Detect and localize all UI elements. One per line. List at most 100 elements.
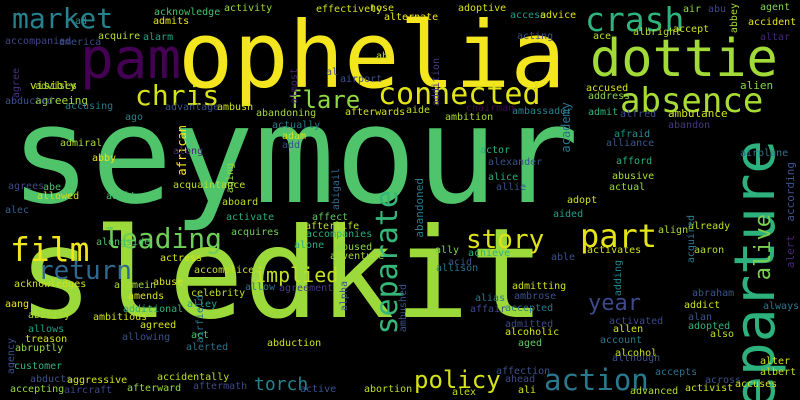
word-abandon: abandon <box>668 120 711 131</box>
word-alex: alex <box>452 387 477 398</box>
word-celebrity: celebrity <box>191 288 246 299</box>
word-abuse: abuse <box>153 277 184 288</box>
word-aaron: aaron <box>694 245 725 256</box>
word-agree: agree <box>11 68 22 99</box>
word-alan: alan <box>688 312 713 323</box>
word-chris: chris <box>135 79 220 112</box>
word-alley: alley <box>187 299 218 310</box>
word-connected: connected <box>378 77 541 112</box>
word-seymour: seymour <box>10 77 579 234</box>
word-abandoning: abandoning <box>256 108 317 119</box>
word-acquires: acquires <box>231 227 280 238</box>
word-agreement: agreement <box>279 283 334 294</box>
word-addict: addict <box>684 300 721 311</box>
word-actress: actress <box>160 253 203 264</box>
word-agrees: agrees <box>8 181 45 192</box>
word-alec: alec <box>5 205 30 216</box>
word-acknowledge: acknowledge <box>154 7 221 18</box>
word-accomplice: accomplice <box>194 265 255 276</box>
word-advises: advises <box>35 81 78 92</box>
word-alter: alter <box>760 356 791 367</box>
word-accept: accept <box>673 24 710 35</box>
word-alongside: alongside <box>96 237 151 248</box>
word-actually: actually <box>272 120 321 131</box>
word-acid: acid <box>448 257 473 268</box>
word-airport: airport <box>340 74 383 85</box>
word-ad: ad <box>75 16 88 27</box>
word-abandoned: abandoned <box>413 178 426 238</box>
word-alliance: alliance <box>606 138 655 149</box>
word-allows: allows <box>28 324 65 335</box>
word-agreeing: agreeing <box>35 94 88 107</box>
word-alternate: alternate <box>384 12 439 23</box>
word-ambulance: ambulance <box>668 107 728 120</box>
word-treason: treason <box>25 334 68 345</box>
word-accepting: accepting <box>10 384 65 395</box>
word-alcoholic: alcoholic <box>505 327 560 338</box>
word-allowing: allowing <box>122 332 171 343</box>
word-abu: abu <box>708 4 727 15</box>
word-ace: ace <box>593 31 612 42</box>
word-accusing: accusing <box>65 101 114 112</box>
word-abducted: abducted <box>5 96 54 107</box>
word-admit: admit <box>588 107 619 118</box>
word-amends: amends <box>128 291 165 302</box>
word-absence: absence <box>620 81 764 121</box>
word-aftermath: aftermath <box>193 381 248 392</box>
word-chairman: chairman <box>466 103 515 114</box>
word-addition: addition <box>431 58 442 107</box>
word-alpha: alpha <box>339 281 350 312</box>
word-accident: accident <box>748 17 797 28</box>
word-abusive: abusive <box>612 171 655 182</box>
word-actual: actual <box>609 182 646 193</box>
word-market: market <box>12 2 114 35</box>
word-ambushed: ambushed <box>398 284 409 333</box>
word-acknowledges: acknowledges <box>14 279 87 290</box>
word-visibly: visibly <box>30 79 77 92</box>
word-activate: activate <box>226 212 275 223</box>
word-abigail: abigail <box>331 168 342 211</box>
word-abbey: abbey <box>729 3 740 34</box>
word-along: along <box>173 146 204 157</box>
word-effectively: effectively <box>316 4 383 15</box>
word-alias: alias <box>475 293 506 304</box>
word-airplane: airplane <box>740 148 789 159</box>
word-ambitious: ambitious <box>93 312 148 323</box>
word-actor: actor <box>480 145 511 156</box>
word-abby: abby <box>92 153 117 164</box>
word-return: return <box>38 256 132 286</box>
word-ambush: ambush <box>217 102 254 113</box>
word-afterlife: afterlife <box>305 221 360 232</box>
word-afterward: afterward <box>127 383 182 394</box>
word-allowed: allowed <box>37 191 80 202</box>
word-abduction: abduction <box>267 338 322 349</box>
word-pam: pam <box>80 27 182 92</box>
word-action: action <box>544 363 649 397</box>
word-albert: albert <box>760 367 797 378</box>
word-acquaintance: acquaintance <box>173 180 246 191</box>
word-affection: affection <box>496 366 551 377</box>
word-accuses: accuses <box>735 379 778 390</box>
word-acting: acting <box>517 31 554 42</box>
word-aged: aged <box>518 338 543 349</box>
word-altar: altar <box>760 32 791 43</box>
word-afraid: afraid <box>614 129 651 140</box>
word-allie: allie <box>496 182 527 193</box>
word-align: align <box>658 225 689 236</box>
word-alfred: alfred <box>620 109 657 120</box>
word-admits: admits <box>153 16 190 27</box>
word-year: year <box>588 291 641 316</box>
word-alone: alone <box>294 240 325 251</box>
word-crash: crash <box>585 0 685 39</box>
word-affect: affect <box>312 212 349 223</box>
word-add: add <box>282 140 301 151</box>
word-ahead: ahead <box>505 374 536 385</box>
word-aide: aide <box>406 105 431 116</box>
word-abducts: abducts <box>30 374 73 385</box>
word-alice: alice <box>488 172 519 183</box>
word-admitted: admitted <box>505 319 554 330</box>
word-advice: advice <box>540 10 577 21</box>
word-ambrose: ambrose <box>514 291 557 302</box>
word-accompanies: accompanies <box>306 229 373 240</box>
word-abe: abe <box>43 182 62 193</box>
